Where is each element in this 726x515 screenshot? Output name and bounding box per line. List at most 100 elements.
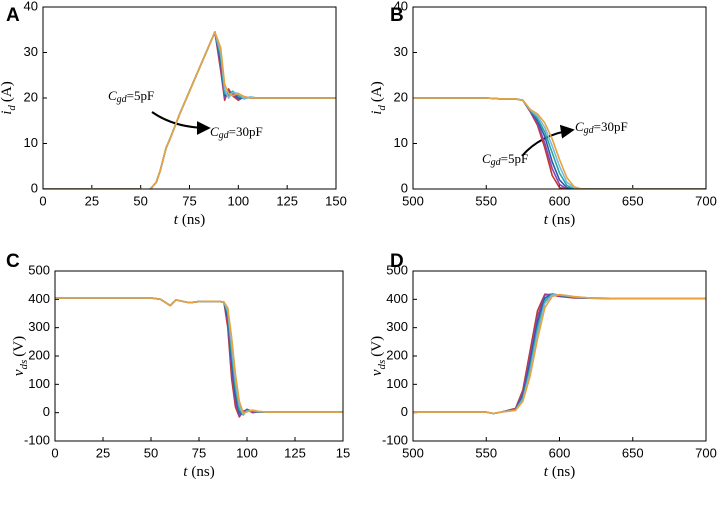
y-tick-label: 500 — [386, 262, 408, 277]
trace — [55, 297, 343, 415]
trace — [43, 31, 336, 189]
plot-frame — [54, 270, 344, 442]
x-label-var: t — [544, 212, 549, 228]
y-tick-label: 300 — [386, 319, 408, 334]
trace — [413, 97, 706, 189]
y-tick-label: 100 — [386, 376, 408, 391]
x-tick-label: 150 — [325, 193, 347, 208]
x-label-var: t — [544, 464, 549, 480]
x-tick-label: 0 — [39, 193, 46, 208]
x-tick-label: 550 — [475, 193, 497, 208]
x-tick-label: 50 — [133, 193, 147, 208]
trace — [43, 31, 336, 189]
y-label-unit: (A) — [369, 81, 385, 102]
y-tick-label: 200 — [386, 347, 408, 362]
y-label-sub: ds — [18, 360, 30, 370]
x-tick-label: 100 — [227, 193, 249, 208]
trace — [413, 293, 706, 415]
x-label-unit: (ns) — [552, 464, 575, 480]
y-label-var: i — [369, 111, 385, 115]
y-tick-label: -100 — [382, 432, 408, 447]
y-axis-label: vds (V) — [11, 336, 29, 376]
y-label-var: v — [11, 369, 27, 376]
trace — [413, 97, 706, 189]
annotation: Cgd=5pF — [482, 151, 528, 168]
x-label-unit: (ns) — [552, 212, 575, 228]
x-tick-label: 75 — [182, 193, 196, 208]
annotation-suffix: =5pF — [127, 88, 155, 103]
y-tick-label: 10 — [394, 135, 408, 150]
y-tick-label: 20 — [24, 89, 38, 104]
x-label-var: t — [183, 464, 188, 480]
panel-letter: C — [6, 251, 20, 272]
annotation-suffix: =30pF — [229, 124, 263, 139]
y-label-sub: d — [6, 105, 18, 111]
y-label-sub: ds — [376, 360, 388, 370]
panel-letter: A — [6, 5, 20, 26]
panel-letter: D — [390, 251, 404, 272]
trace — [413, 97, 706, 189]
panel: D -100 0 100 200 300 400 500 500 550 600 650 700 t (ns… — [369, 251, 716, 480]
x-tick-label: 550 — [475, 445, 497, 460]
x-tick-label: 700 — [695, 193, 717, 208]
y-tick-label: 0 — [401, 180, 408, 195]
y-tick-label: 0 — [401, 404, 408, 419]
annotation-suffix: =30pF — [594, 119, 628, 134]
annotation-var: C — [482, 151, 491, 166]
x-label-unit: (ns) — [182, 212, 205, 228]
x-tick-label: 500 — [402, 193, 424, 208]
trace — [55, 297, 343, 416]
trace — [43, 31, 336, 189]
x-tick-label: 700 — [695, 445, 717, 460]
x-tick-label: 25 — [96, 445, 110, 460]
annotation: Cgd=30pF — [575, 119, 628, 136]
x-tick-label: 125 — [284, 445, 306, 460]
trace — [413, 97, 706, 189]
y-tick-label: 400 — [28, 291, 50, 306]
plot-frame — [412, 270, 707, 442]
y-tick-label: -100 — [24, 432, 50, 447]
y-axis-label: id (A) — [369, 81, 387, 115]
trace — [413, 97, 706, 189]
x-tick-label: 0 — [51, 445, 58, 460]
x-tick-label: 600 — [549, 193, 571, 208]
trace — [413, 293, 706, 415]
x-tick-label: 50 — [144, 445, 158, 460]
y-tick-label: 40 — [24, 0, 38, 13]
y-axis-label: vds (V) — [369, 336, 387, 376]
y-tick-label: 0 — [43, 404, 50, 419]
annotation-var: C — [210, 124, 219, 139]
trace — [413, 293, 706, 415]
x-tick-label: 500 — [402, 445, 424, 460]
trace — [43, 31, 336, 189]
annotation-suffix: =5pF — [501, 151, 529, 166]
trace — [43, 31, 336, 189]
x-tick-label: 25 — [85, 193, 99, 208]
x-tick-label: 125 — [276, 193, 298, 208]
plot-frame — [412, 6, 707, 190]
annotation: Cgd=30pF — [210, 124, 263, 141]
trace — [55, 297, 343, 418]
trace — [55, 297, 343, 415]
panel-letter: B — [390, 5, 404, 26]
y-tick-label: 100 — [28, 376, 50, 391]
x-label-unit: (ns) — [191, 464, 214, 480]
x-axis-label: t (ns) — [183, 464, 215, 480]
x-axis-label: t (ns) — [544, 212, 576, 228]
x-axis-label: t (ns) — [544, 464, 576, 480]
x-label-var: t — [174, 212, 179, 228]
trace — [413, 97, 706, 189]
y-tick-label: 400 — [386, 291, 408, 306]
y-label-unit: (V) — [11, 336, 27, 357]
y-tick-label: 20 — [394, 89, 408, 104]
x-tick-label: 650 — [622, 193, 644, 208]
annotation-sub: gd — [219, 130, 230, 141]
y-tick-label: 200 — [28, 347, 50, 362]
x-tick-label: 600 — [549, 445, 571, 460]
trace — [55, 297, 343, 417]
y-tick-label: 40 — [394, 0, 408, 13]
y-tick-label: 0 — [31, 180, 38, 195]
x-tick-label: 650 — [622, 445, 644, 460]
